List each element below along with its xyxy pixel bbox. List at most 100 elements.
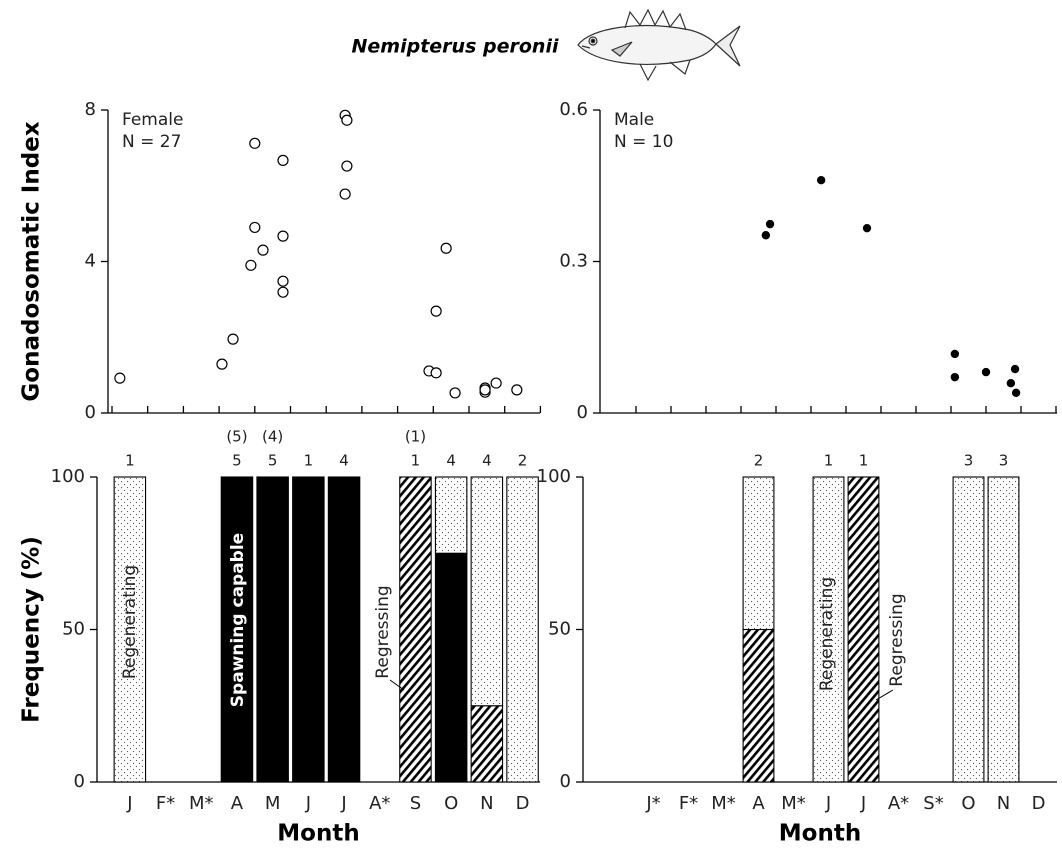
data-point [1011,388,1021,397]
data-point [761,231,771,240]
bar-segment [470,476,504,707]
series-label: Regenerating [120,565,140,679]
panel-label: Female [122,110,183,130]
data-point [1006,379,1016,388]
data-point [816,175,826,185]
x-axis-title: Month [779,821,861,847]
y-tick-label: 100 [537,466,571,487]
series-label: Regenerating [817,577,837,691]
x-tick-label: M* [781,793,806,814]
y-tick-label: 0.3 [559,251,588,272]
x-tick-label: A [231,793,244,814]
data-point [479,384,491,396]
y-tick-label: 4 [85,251,96,272]
y-axis-title: Gonadosomatic Index [19,121,45,401]
data-point [249,137,261,149]
data-point [981,367,991,377]
bar-segment [113,476,147,783]
count-label: 1 [411,452,421,470]
data-point [1010,364,1020,374]
count-label: 4 [339,452,349,470]
bar-segment [742,628,775,783]
x-tick-label: O [961,793,975,814]
bar-segment [434,552,468,783]
figure-title: Nemipterus peronii [352,36,559,58]
fish-illustration [577,8,741,82]
bar-segment [327,476,361,783]
x-tick-label: A* [888,793,909,814]
y-tick-label: 0 [560,771,571,792]
data-point [341,160,353,172]
data-point [765,219,775,229]
data-point [227,333,239,345]
data-point [430,305,442,317]
x-axis-title: Month [277,821,359,847]
data-point [490,377,502,389]
y-tick-label: 0 [85,402,96,423]
y-tick-label: 50 [62,619,85,640]
bar-segment [847,476,880,783]
data-point [277,230,289,242]
bar-segment [256,476,289,783]
y-axis-title: Frequency (%) [19,536,45,723]
data-point [114,372,126,384]
y-tick-label: 0.6 [559,99,588,120]
data-point [449,387,461,399]
bar-segment [987,476,1020,783]
data-point [257,244,269,256]
bar-segment [220,476,254,783]
note-label: (1) [405,428,426,446]
count-label: 1 [304,452,314,470]
bar-segment [292,476,325,783]
bar-segment [952,476,985,783]
note-label: (5) [226,428,247,446]
y-tick-label: 0 [577,402,588,423]
series-label: Regressing [887,593,907,686]
note-label: (4) [262,428,283,446]
data-point [950,349,960,359]
data-point [440,242,452,254]
data-point [339,188,351,200]
x-tick-label: D [516,793,530,814]
count-label: 1 [824,452,834,470]
count-label: 2 [518,452,528,470]
x-tick-label: M* [189,793,214,814]
y-tick-label: 8 [85,99,96,120]
count-label: 5 [268,452,278,470]
data-point [277,275,289,287]
count-label: 1 [125,452,135,470]
x-tick-label: N [480,793,493,814]
data-point [430,367,442,379]
count-label: 3 [999,452,1009,470]
sample-size: N = 10 [614,132,673,152]
count-label: 3 [964,452,974,470]
data-point [950,372,960,382]
data-point [277,154,289,166]
x-tick-label: A [752,793,765,814]
x-tick-label: J [825,793,831,814]
x-tick-label: F* [679,793,698,814]
y-tick-label: 100 [51,466,85,487]
count-label: 2 [754,452,764,470]
x-tick-label: J [305,793,311,814]
data-point [216,358,228,370]
x-tick-label: F* [156,793,175,814]
data-point [277,286,289,298]
x-tick-label: N [997,793,1010,814]
x-tick-label: D [1032,793,1046,814]
x-tick-label: J [860,793,866,814]
leader-line [389,679,405,691]
x-tick-label: S [410,793,421,814]
data-point [249,221,261,234]
series-label: Spawning capable [228,533,248,707]
sample-size: N = 27 [122,132,181,152]
bar-segment [506,476,539,783]
data-point [341,114,353,126]
count-label: 1 [859,452,869,470]
y-tick-label: 50 [548,619,571,640]
y-tick-label: 0 [74,771,85,792]
series-label: Regressing [373,585,393,678]
x-tick-label: M* [711,793,736,814]
x-tick-label: O [444,793,458,814]
count-label: 4 [482,452,492,470]
